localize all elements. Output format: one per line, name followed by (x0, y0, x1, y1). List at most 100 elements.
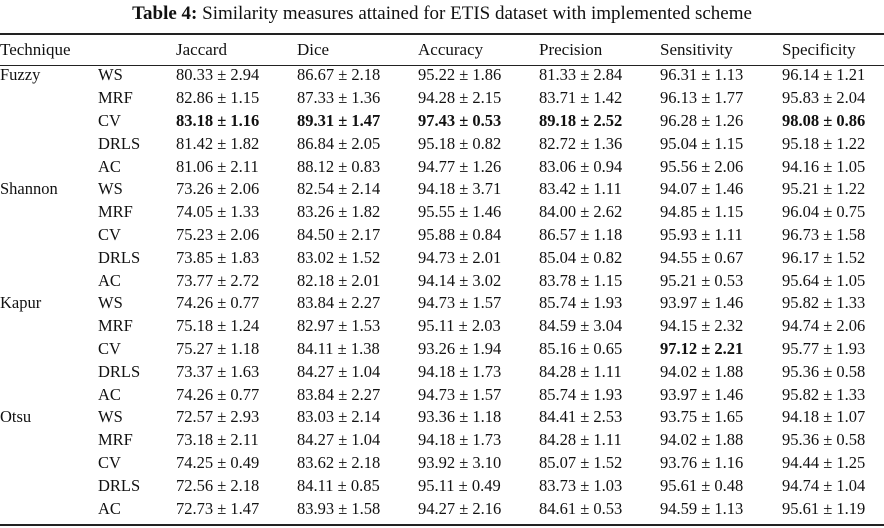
value-cell: 95.88 ± 0.84 (418, 224, 502, 244)
value-cell: 74.26 ± 0.77 (176, 384, 260, 404)
caption-label: Table 4: (132, 3, 198, 24)
value-cell: 95.11 ± 2.03 (418, 316, 501, 336)
method-cell: WS (98, 293, 123, 313)
column-header (98, 36, 176, 64)
value-cell: 95.83 ± 2.04 (782, 88, 866, 108)
value-cell: 81.33 ± 2.84 (539, 65, 623, 85)
technique-group-cell (0, 155, 98, 178)
value-cell: 89.18 ± 2.52 (539, 110, 623, 130)
value-cell: 94.15 ± 2.32 (660, 316, 744, 336)
method-cell: MRF (98, 202, 133, 222)
value-cell: 73.85 ± 1.83 (176, 247, 260, 267)
value-cell: 84.11 ± 0.85 (297, 475, 380, 495)
technique-group-cell: Fuzzy (0, 65, 41, 85)
value-cell: 94.07 ± 1.46 (660, 179, 744, 199)
value-cell: 95.61 ± 0.48 (660, 475, 744, 495)
value-cell: 95.56 ± 2.06 (660, 156, 744, 176)
value-cell: 95.22 ± 1.86 (418, 65, 502, 85)
table-body: Fuzzy WS 80.33 ± 2.94 86.67 ± 2.18 95.22 ± 1… (0, 64, 884, 520)
value-cell: 94.55 ± 0.67 (660, 247, 744, 267)
value-cell: 75.18 ± 1.24 (176, 316, 260, 336)
method-cell: DRLS (98, 133, 141, 153)
similarity-table: Technique Jaccard Dice Accuracy Precision Sen… (0, 36, 884, 520)
value-cell: 94.74 ± 2.06 (782, 316, 866, 336)
value-cell: 95.11 ± 0.49 (418, 475, 501, 495)
value-cell: 84.41 ± 2.53 (539, 407, 623, 427)
value-cell: 82.54 ± 2.14 (297, 179, 381, 199)
value-cell: 94.28 ± 2.15 (418, 88, 502, 108)
table-row: CV 75.23 ± 2.06 84.50 ± 2.17 95.88 ± 0.84 86… (0, 224, 884, 247)
top-rule (0, 33, 884, 35)
value-cell: 74.05 ± 1.33 (176, 202, 260, 222)
value-cell: 93.97 ± 1.46 (660, 384, 744, 404)
value-cell: 94.44 ± 1.25 (782, 452, 866, 472)
value-cell: 83.84 ± 2.27 (297, 293, 381, 313)
method-cell: MRF (98, 88, 133, 108)
technique-group-cell (0, 338, 98, 361)
value-cell: 93.75 ± 1.65 (660, 407, 744, 427)
technique-group-cell (0, 497, 98, 520)
value-cell: 75.23 ± 2.06 (176, 224, 260, 244)
value-cell: 94.18 ± 1.07 (782, 407, 866, 427)
value-cell: 83.62 ± 2.18 (297, 452, 381, 472)
value-cell: 84.27 ± 1.04 (297, 361, 381, 381)
table-row: AC 72.73 ± 1.47 83.93 ± 1.58 94.27 ± 2.16 84… (0, 497, 884, 520)
value-cell: 83.26 ± 1.82 (297, 202, 381, 222)
value-cell: 85.16 ± 0.65 (539, 338, 623, 358)
value-cell: 89.31 ± 1.47 (297, 110, 381, 130)
table-row: MRF 74.05 ± 1.33 83.26 ± 1.82 95.55 ± 1.46 8… (0, 201, 884, 224)
value-cell: 84.61 ± 0.53 (539, 498, 623, 518)
table-row: AC 74.26 ± 0.77 83.84 ± 2.27 94.73 ± 1.57 85… (0, 383, 884, 406)
value-cell: 95.36 ± 0.58 (782, 361, 866, 381)
technique-group-cell (0, 224, 98, 247)
value-cell: 94.14 ± 3.02 (418, 270, 502, 290)
table-row: CV 74.25 ± 0.49 83.62 ± 2.18 93.92 ± 3.10 85… (0, 452, 884, 475)
table-row: MRF 73.18 ± 2.11 84.27 ± 1.04 94.18 ± 1.73 8… (0, 429, 884, 452)
method-cell: AC (98, 270, 121, 290)
value-cell: 95.18 ± 1.22 (782, 133, 866, 153)
column-header: Precision (539, 40, 603, 59)
value-cell: 96.73 ± 1.58 (782, 224, 866, 244)
technique-group-cell (0, 110, 98, 133)
value-cell: 94.02 ± 1.88 (660, 361, 744, 381)
value-cell: 96.13 ± 1.77 (660, 88, 744, 108)
value-cell: 94.85 ± 1.15 (660, 202, 744, 222)
technique-group-cell (0, 383, 98, 406)
table-row: AC 73.77 ± 2.72 82.18 ± 2.01 94.14 ± 3.02 83… (0, 269, 884, 292)
value-cell: 86.67 ± 2.18 (297, 65, 381, 85)
technique-group-cell (0, 87, 98, 110)
column-header: Specificity (782, 40, 856, 59)
column-header: Jaccard (176, 40, 227, 59)
value-cell: 81.42 ± 1.82 (176, 133, 260, 153)
value-cell: 82.18 ± 2.01 (297, 270, 381, 290)
value-cell: 95.93 ± 1.11 (660, 224, 743, 244)
value-cell: 84.00 ± 2.62 (539, 202, 623, 222)
value-cell: 94.18 ± 3.71 (418, 179, 502, 199)
value-cell: 84.50 ± 2.17 (297, 224, 381, 244)
value-cell: 85.74 ± 1.93 (539, 293, 623, 313)
value-cell: 94.18 ± 1.73 (418, 361, 502, 381)
value-cell: 94.73 ± 1.57 (418, 384, 502, 404)
value-cell: 83.18 ± 1.16 (176, 110, 260, 130)
value-cell: 85.07 ± 1.52 (539, 452, 623, 472)
table-caption: Table 4: Similarity measures attained fo… (0, 0, 884, 28)
value-cell: 72.56 ± 2.18 (176, 475, 260, 495)
value-cell: 85.74 ± 1.93 (539, 384, 623, 404)
value-cell: 94.77 ± 1.26 (418, 156, 502, 176)
value-cell: 94.73 ± 2.01 (418, 247, 502, 267)
table-row: DRLS 73.85 ± 1.83 83.02 ± 1.52 94.73 ± 2.01… (0, 246, 884, 269)
method-cell: DRLS (98, 361, 141, 381)
value-cell: 72.73 ± 1.47 (176, 498, 260, 518)
value-cell: 97.43 ± 0.53 (418, 110, 502, 130)
method-cell: WS (98, 179, 123, 199)
method-cell: WS (98, 65, 123, 85)
column-header: Accuracy (418, 40, 484, 59)
value-cell: 83.93 ± 1.58 (297, 498, 381, 518)
method-cell: AC (98, 384, 121, 404)
technique-group-cell (0, 132, 98, 155)
value-cell: 95.61 ± 1.19 (782, 498, 866, 518)
value-cell: 83.73 ± 1.03 (539, 475, 623, 495)
value-cell: 82.72 ± 1.36 (539, 133, 623, 153)
value-cell: 95.21 ± 0.53 (660, 270, 744, 290)
table-row: AC 81.06 ± 2.11 88.12 ± 0.83 94.77 ± 1.26 83… (0, 155, 884, 178)
